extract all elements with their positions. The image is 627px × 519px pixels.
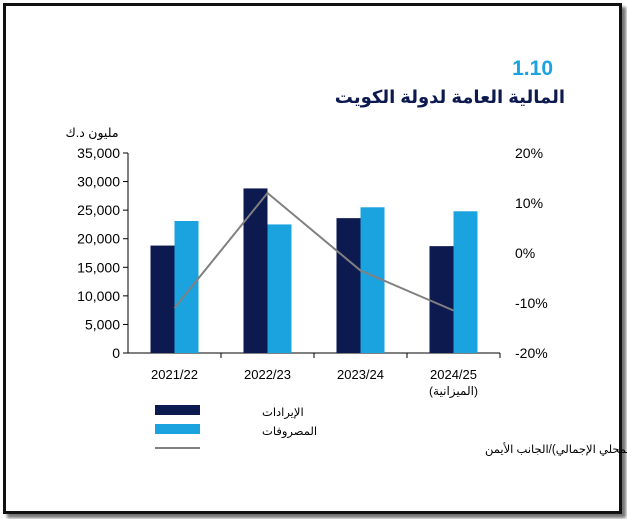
legend-label: العجز المالي (% من الناتج المحلي الإجمال… [485,442,627,457]
y2-tick-label: 10% [515,195,543,211]
y-tick-label: 30,000 [77,174,120,190]
bar-revenue [243,188,268,353]
y-tick-label: 5,000 [85,316,120,332]
y2-tick-label: -20% [515,345,548,361]
chart-frame [3,3,622,514]
chart-title: المالية العامة لدولة الكويت [334,87,565,107]
y2-tick-label: 20% [515,145,543,161]
y-tick-label: 25,000 [77,202,120,218]
bar-expenditure [267,224,292,353]
legend-swatch [155,405,200,415]
y2-tick-label: 0% [515,245,535,261]
y-axis-unit: مليون د.ك [65,126,118,141]
y2-tick-label: -10% [515,295,548,311]
bar-revenue [150,245,175,353]
x-tick-note: (الميزانية) [429,384,478,399]
y-tick-label: 20,000 [77,231,120,247]
y-tick-label: 35,000 [77,145,120,161]
bar-revenue [429,246,454,353]
y-tick-label: 10,000 [77,288,120,304]
legend-swatch [155,424,200,434]
figure-number: 1.10 [512,57,553,80]
bar-expenditure [174,221,199,353]
legend-label: الإيرادات [262,407,304,420]
legend-label: المصروفات [262,426,317,439]
x-tick-label: 2024/25 [430,367,477,382]
x-tick-label: 2022/23 [244,367,291,382]
x-tick-label: 2021/22 [151,367,198,382]
bar-expenditure [453,211,478,353]
bar-revenue [336,218,361,353]
deficit-line [173,191,454,312]
y-tick-label: 15,000 [77,259,120,275]
x-tick-label: 2023/24 [337,367,384,382]
y-tick-label: 0 [112,345,120,361]
